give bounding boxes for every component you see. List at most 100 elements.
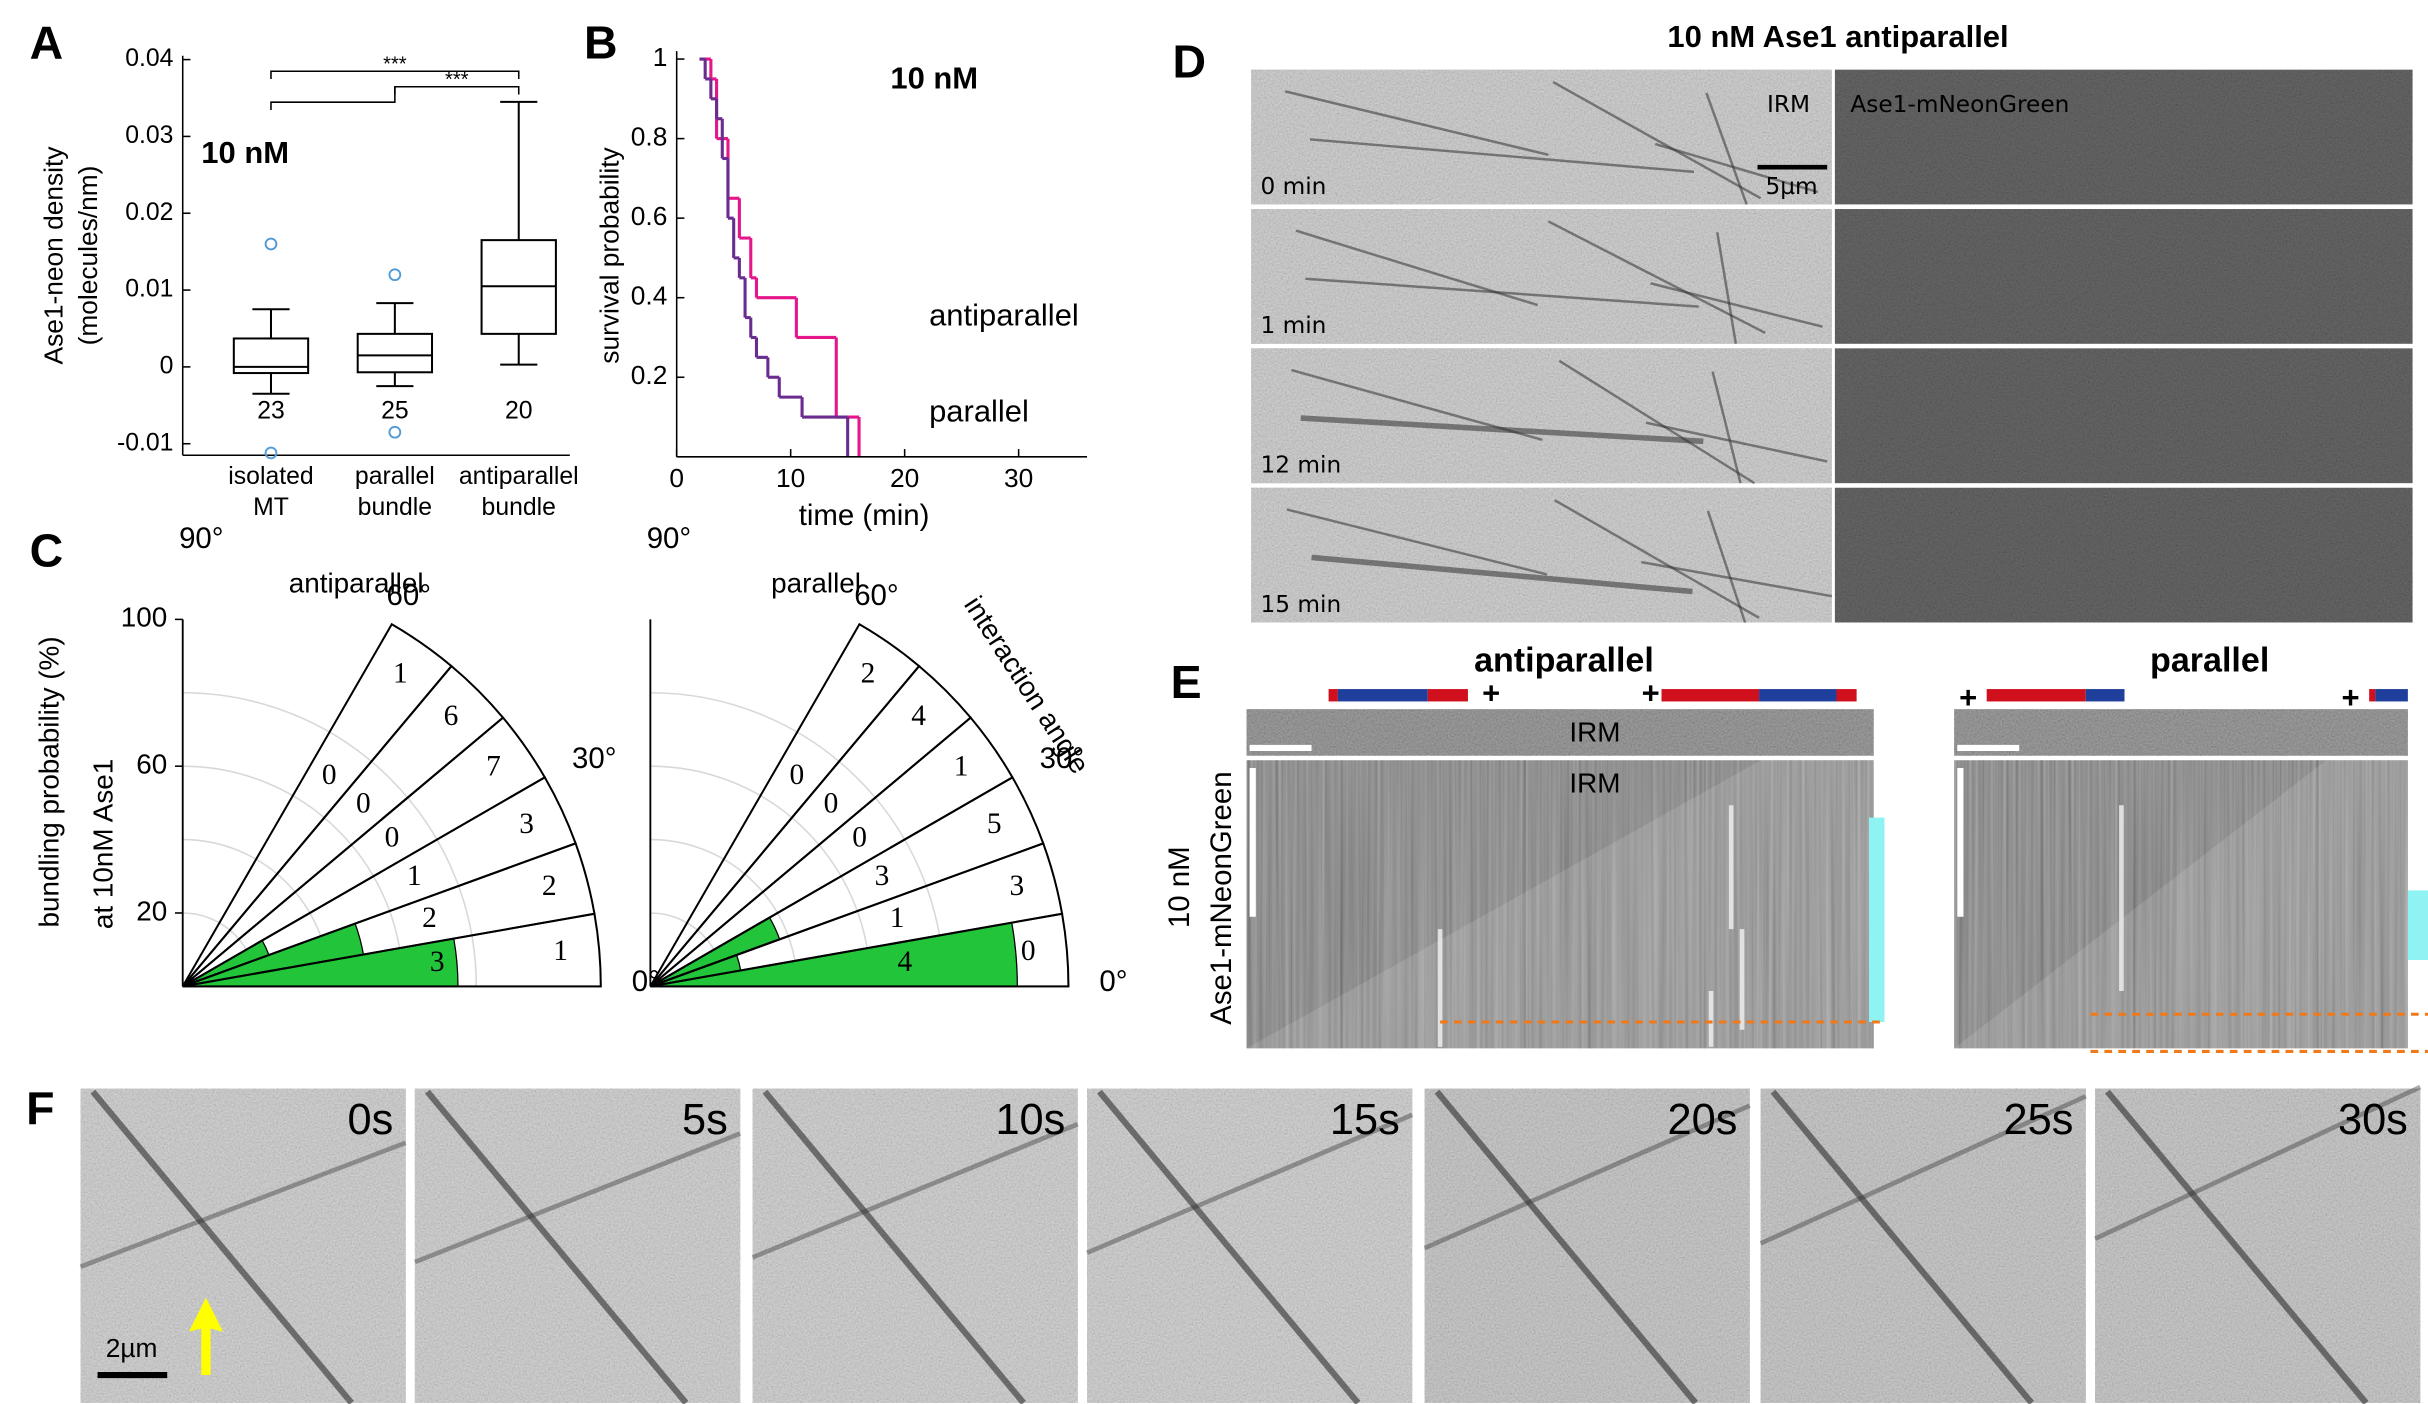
unbundled-count: 0 xyxy=(1021,935,1036,967)
grid-arc xyxy=(650,765,872,987)
time-label: 30s xyxy=(2338,1096,2408,1144)
panel-title: 10 nM Ase1 antiparallel xyxy=(1667,19,2008,54)
microtubule xyxy=(414,1131,742,1265)
unbundled-count: 5 xyxy=(987,808,1002,840)
outlier xyxy=(264,237,278,251)
outlier xyxy=(388,425,402,439)
channel-label: IRM xyxy=(1569,767,1620,798)
microtubule xyxy=(1558,359,1756,485)
microtubule xyxy=(1706,510,1747,623)
unbundled-count: 1 xyxy=(553,935,568,967)
panel-label: E xyxy=(1171,656,1202,708)
y-tick-label: 0.04 xyxy=(125,45,173,72)
time-label: 20s xyxy=(1667,1096,1737,1144)
y-axis-label: 10 nM xyxy=(1163,846,1196,928)
angle-bin xyxy=(182,777,576,987)
polarity-bar xyxy=(1661,689,1760,702)
grid-arc xyxy=(650,838,798,987)
angle-bin-outline xyxy=(649,622,921,988)
time-label: 15 min xyxy=(1260,591,1341,618)
angle-bin xyxy=(182,624,452,987)
angle-tick-label: 30° xyxy=(572,742,616,775)
image-noise xyxy=(1834,69,2413,205)
chart-title: antiparallel xyxy=(289,568,424,599)
plus-end: + xyxy=(1642,675,1660,710)
microtubule xyxy=(1711,371,1742,484)
y-tick-label: 0.2 xyxy=(631,360,668,390)
r-tick-label: 60 xyxy=(136,749,167,780)
r-tick-label: 100 xyxy=(121,602,167,633)
microtubule xyxy=(1284,90,1549,157)
angle-tick-label: 60° xyxy=(854,579,898,612)
microtubule xyxy=(1286,508,1548,576)
panel-label: C xyxy=(30,525,64,577)
plus-end: + xyxy=(1959,680,1977,715)
panel-label: D xyxy=(1172,35,1206,87)
microtubule xyxy=(79,1140,407,1269)
angle-bin xyxy=(182,666,503,987)
significance-label: *** xyxy=(445,69,469,91)
polarity-bar xyxy=(1328,689,1338,702)
microtubule xyxy=(1650,282,1823,328)
bundled-count: 0 xyxy=(824,787,839,819)
y-axis-label: Ase1-mNeonGreen xyxy=(1205,771,1238,1024)
bundled-count: 0 xyxy=(852,822,867,854)
bundled-count: 0 xyxy=(790,759,805,791)
unbundled-count: 1 xyxy=(393,657,408,689)
microtubule xyxy=(2105,1089,2369,1404)
n-label: 20 xyxy=(505,397,533,424)
bundle-region xyxy=(1246,760,1874,1049)
x-axis-label: time (min) xyxy=(799,499,930,532)
x-tick-label: 30 xyxy=(1004,463,1033,493)
series-label: antiparallel xyxy=(929,298,1079,333)
overlap-marker xyxy=(1869,817,1885,1022)
microtubule xyxy=(1547,220,1766,335)
series-label: parallel xyxy=(929,394,1029,429)
time-label: 0s xyxy=(348,1096,394,1144)
outlier xyxy=(264,446,278,460)
scale-bar-label: 5µm xyxy=(1765,173,1817,200)
microtubule xyxy=(1423,1103,1751,1251)
r-tick-label: 20 xyxy=(136,895,167,926)
microtubule xyxy=(1552,80,1762,200)
microtubule xyxy=(2094,1084,2422,1241)
unbundled-count: 3 xyxy=(519,808,534,840)
angle-tick-label: 90° xyxy=(179,522,223,555)
microtubule xyxy=(762,1089,1026,1404)
bundled-count: 0 xyxy=(322,759,337,791)
x-tick-label: 0 xyxy=(669,463,684,493)
polarity-bar xyxy=(1427,689,1468,702)
microtubule xyxy=(1311,554,1693,595)
significance-bracket xyxy=(270,86,396,110)
bundled-count: 2 xyxy=(422,902,437,934)
grid-arc xyxy=(650,692,945,987)
channel-label: IRM xyxy=(1767,91,1810,118)
angle-bin xyxy=(650,624,920,987)
unbundled-count: 1 xyxy=(954,751,969,783)
microtubule xyxy=(1770,1089,2034,1404)
bundled-count: 1 xyxy=(407,860,422,892)
microtubule xyxy=(1705,92,1748,205)
y-tick-label: 0.02 xyxy=(125,199,173,226)
y-tick-label: 0.01 xyxy=(125,276,173,303)
y-tick-label: 1 xyxy=(653,42,668,72)
channel-label: IRM xyxy=(1569,716,1620,747)
n-label: 25 xyxy=(381,397,409,424)
image-noise xyxy=(1251,69,1832,205)
angle-tick-label: 90° xyxy=(647,522,691,555)
image-noise xyxy=(1834,348,2413,484)
image-noise xyxy=(1251,487,1832,623)
grid-arc xyxy=(182,692,478,987)
time-label: 12 min xyxy=(1260,452,1341,479)
microtubule xyxy=(1097,1089,1361,1404)
image-noise xyxy=(1834,209,2413,344)
microtubule xyxy=(1086,1112,1414,1255)
unbundled-count: 2 xyxy=(542,870,557,902)
panel-label: B xyxy=(584,17,618,69)
y-tick-label: 0.4 xyxy=(631,281,668,311)
angle-bin-outline xyxy=(181,622,453,988)
kymograph-streaks xyxy=(1954,760,2408,1049)
microtubule xyxy=(1300,415,1704,445)
image-noise xyxy=(1251,209,1832,344)
